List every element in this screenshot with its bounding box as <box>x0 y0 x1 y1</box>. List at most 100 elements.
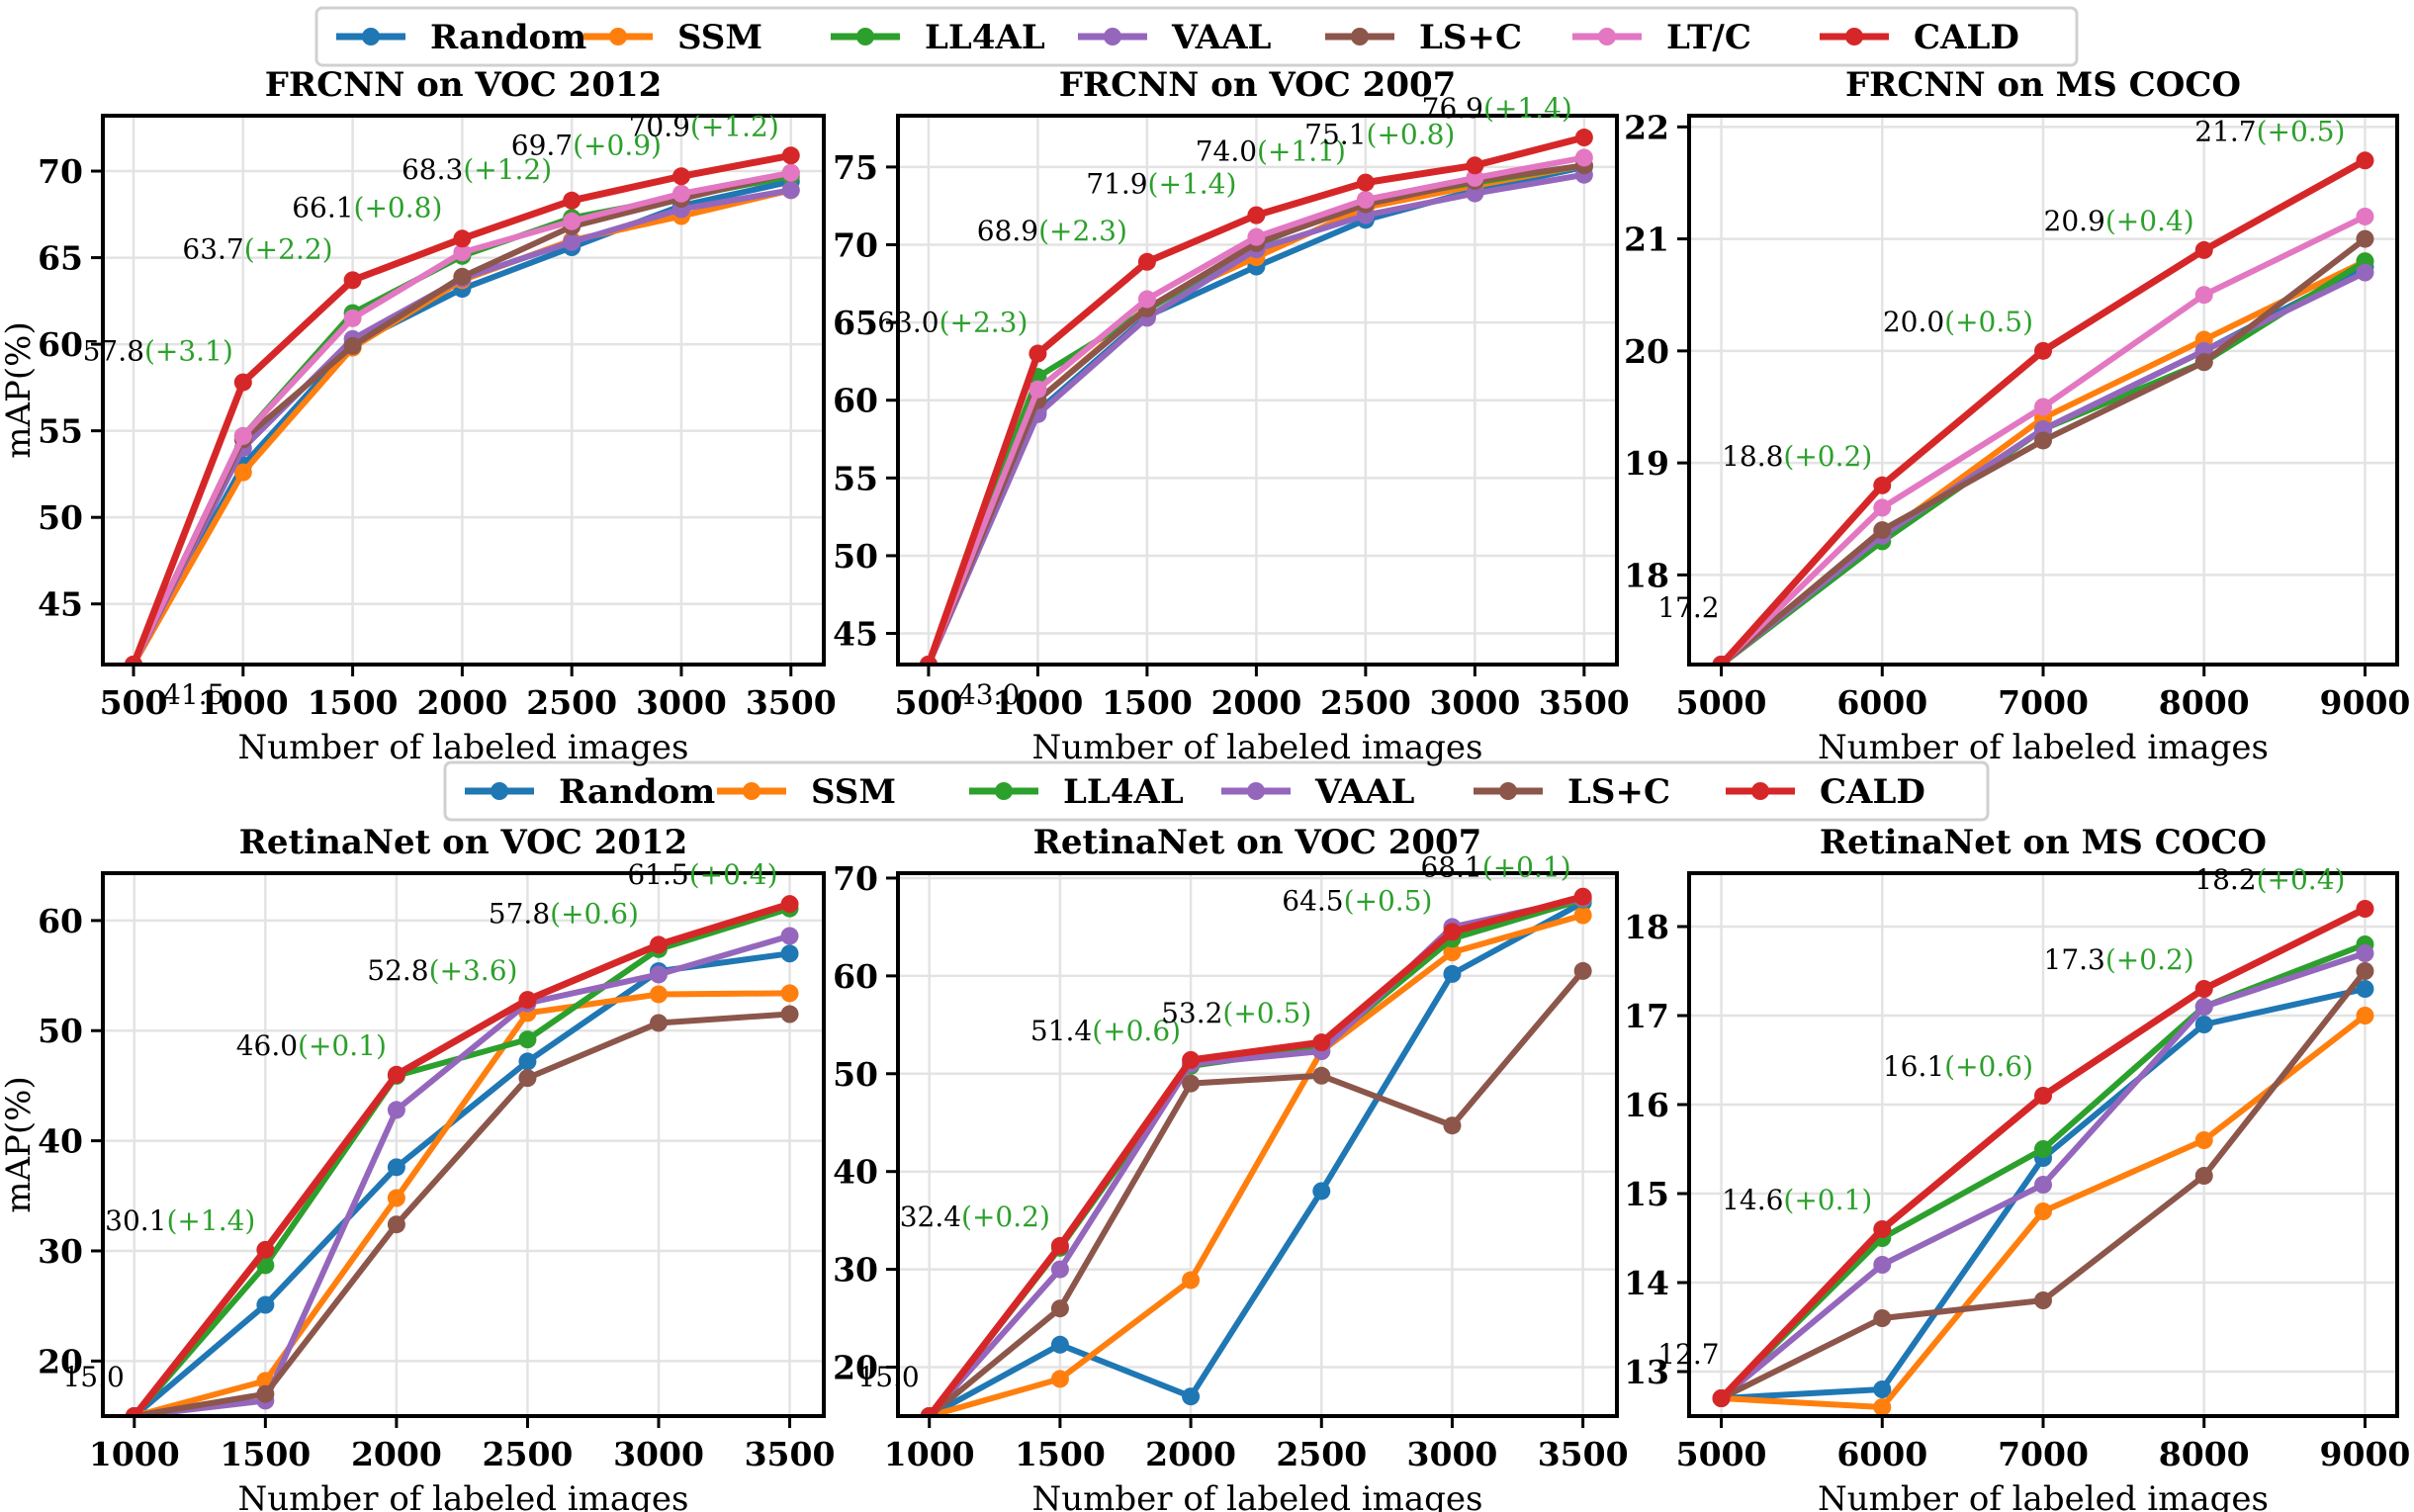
data-point-ls-c <box>1443 1116 1462 1135</box>
x-tick-label: 3000 <box>636 683 727 722</box>
x-tick-label: 5000 <box>1676 1435 1767 1473</box>
data-point-cald <box>2194 240 2213 259</box>
x-tick-label: 3000 <box>1429 683 1520 722</box>
legend-marker-icon <box>1247 782 1265 800</box>
data-point-lt-c <box>343 309 362 327</box>
y-tick-label: 60 <box>38 325 83 364</box>
data-point-ssm <box>780 984 799 1003</box>
annotation-value: 18.2 <box>2194 863 2256 896</box>
x-tick-label: 9000 <box>2320 683 2411 722</box>
data-point-lt-c <box>1873 498 1892 517</box>
data-point-lt-c <box>2356 207 2374 225</box>
annotation-delta: (+0.2) <box>1783 440 1872 473</box>
data-point-cald <box>1573 887 1592 906</box>
data-point-ls-c <box>2034 1291 2052 1309</box>
data-point-lt-c <box>1247 227 1266 246</box>
x-axis-label: Number of labeled images <box>237 728 688 767</box>
data-point-ls-c <box>453 267 472 286</box>
data-point-vaal <box>2034 1176 2052 1194</box>
annotation-value: 70.9 <box>629 110 690 142</box>
y-tick-label: 13 <box>1624 1353 1669 1391</box>
legend-bottom: Random SSM LL4AL VAAL LS+C CALD <box>443 760 1990 822</box>
series-group <box>920 887 1592 1416</box>
x-axis-label: Number of labeled images <box>1031 728 1482 767</box>
x-tick-label: 5000 <box>1676 683 1767 722</box>
cald-annotation: 43.0 <box>958 678 1020 711</box>
legend-label: LT/C <box>1666 18 1751 57</box>
axes-frame <box>101 114 826 667</box>
y-tick-label: 50 <box>833 1055 878 1094</box>
data-point-lt-c <box>2034 398 2052 416</box>
data-point-ls-c <box>387 1215 405 1234</box>
data-point-lt-c <box>233 426 252 445</box>
annotation-delta: (+0.8) <box>354 191 443 223</box>
annotation-value: 53.2 <box>1161 997 1222 1029</box>
cald-annotation: 15.0 <box>857 1361 919 1393</box>
data-point-ssm <box>233 463 252 482</box>
annotation-value: 63.0 <box>877 307 939 339</box>
annotation-delta: (+0.5) <box>1222 997 1311 1029</box>
legend-top: Random SSM LL4AL VAAL LS+C LT/C CALD <box>314 6 2079 67</box>
x-tick-label: 6000 <box>1836 683 1927 722</box>
annotation-delta: (+0.1) <box>298 1029 387 1062</box>
data-point-ssm <box>1873 1398 1892 1416</box>
data-point-vaal <box>1873 1256 1892 1274</box>
legend-item-ssm: SSM <box>717 772 896 812</box>
y-axis-label: mAP(%) <box>0 1076 39 1213</box>
annotation-value: 76.9 <box>1422 92 1483 125</box>
y-tick-label: 40 <box>38 1122 83 1161</box>
data-point-cald <box>1028 344 1047 363</box>
legend-marker-icon <box>609 28 627 45</box>
x-tick-label: 1500 <box>308 683 399 722</box>
cald-annotation: 17.3(+0.2) <box>2044 943 2194 976</box>
annotation-delta: (+0.2) <box>2105 943 2194 976</box>
y-tick-label: 18 <box>1624 556 1669 594</box>
annotation-delta: (+1.4) <box>1148 168 1237 201</box>
legend-item-ls-c: LS+C <box>1474 772 1670 812</box>
x-tick-label: 3500 <box>746 683 837 722</box>
data-point-ls-c <box>343 336 362 355</box>
y-axis-label: mAP(%) <box>0 321 39 459</box>
data-point-cald <box>2034 341 2052 360</box>
data-point-ls-c <box>1182 1074 1201 1093</box>
data-point-random <box>2194 1016 2213 1033</box>
chart-title: RetinaNet on VOC 2012 <box>239 823 688 862</box>
legend-label: LL4AL <box>925 18 1045 57</box>
annotation-delta: (+2.3) <box>1038 215 1127 247</box>
data-point-ls-c <box>2356 962 2374 980</box>
data-point-ssm <box>387 1189 405 1207</box>
x-tick-label: 1500 <box>220 1435 311 1473</box>
data-point-ls-c <box>1312 1066 1331 1085</box>
annotation-delta: (+0.6) <box>1092 1015 1181 1047</box>
y-tick-label: 70 <box>833 225 878 264</box>
annotation-delta: (+0.5) <box>1944 306 2033 338</box>
data-point-lt-c <box>1466 168 1484 187</box>
annotation-value: 74.0 <box>1196 135 1257 168</box>
annotation-value: 17.2 <box>1657 591 1719 624</box>
y-tick-label: 60 <box>38 902 83 940</box>
data-point-random <box>1312 1182 1331 1201</box>
series-group <box>1712 151 2374 665</box>
y-tick-label: 15 <box>1624 1175 1669 1213</box>
legend-item-cald: CALD <box>1726 772 1925 812</box>
legend-marker-icon <box>1351 28 1369 45</box>
cald-annotation: 30.1(+1.4) <box>105 1204 255 1237</box>
y-tick-label: 20 <box>38 1342 83 1380</box>
data-point-cald <box>671 167 690 186</box>
data-point-vaal <box>780 927 799 945</box>
data-point-random <box>518 1052 537 1071</box>
y-tick-label: 40 <box>833 1153 878 1192</box>
y-tick-label: 18 <box>1624 908 1669 946</box>
cald-annotation: 57.8(+0.6) <box>489 897 639 930</box>
chart-retinanet-on-voc-2012: 1000 1500 2000 2500 3000 3500 20 30 40 50 60 15.0 30… <box>0 823 835 1512</box>
data-point-vaal <box>781 181 800 200</box>
data-point-random <box>1873 1380 1892 1398</box>
cald-annotation: 75.1(+0.8) <box>1304 118 1455 150</box>
x-tick-label: 3500 <box>1538 1435 1629 1473</box>
axes-frame <box>1687 871 2399 1418</box>
data-point-ls-c <box>649 1014 668 1032</box>
x-tick-label: 8000 <box>2159 683 2250 722</box>
data-point-cald <box>518 991 537 1010</box>
cald-annotation: 15.0 <box>62 1361 124 1393</box>
